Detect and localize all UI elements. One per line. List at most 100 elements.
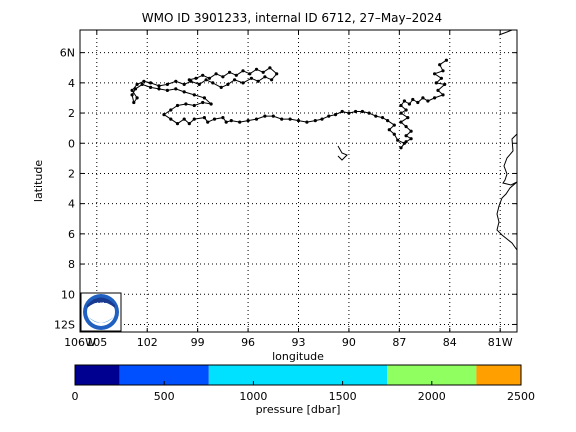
track-point (234, 73, 238, 77)
track-point (204, 78, 208, 82)
chart-title: WMO ID 3901233, internal ID 6712, 27–May… (142, 11, 442, 25)
noaa-logo: NOAA (80, 292, 122, 332)
track-point (392, 123, 396, 127)
track-point (320, 117, 324, 121)
track-point (439, 76, 443, 80)
track-point (404, 125, 408, 129)
colorbar-frame (74, 364, 522, 386)
track-point (140, 82, 144, 86)
track-point (221, 116, 225, 120)
track-point (201, 100, 205, 105)
track-point (441, 93, 445, 97)
track-point (333, 113, 338, 117)
track-point (135, 82, 139, 86)
y-tick-label: 12S (54, 318, 75, 331)
track-point (327, 114, 331, 118)
track-point (387, 128, 391, 132)
track-point (209, 102, 213, 106)
track-point (421, 96, 425, 100)
track-point (392, 132, 396, 136)
track-point (221, 75, 225, 79)
track-point (132, 100, 136, 105)
track-point (187, 122, 191, 126)
track-point (219, 85, 223, 89)
track-point (175, 103, 180, 108)
track-point (411, 97, 415, 102)
y-axis-label: latitude (32, 160, 45, 202)
track-point (157, 87, 161, 91)
colorbar-tick-label: 0 (72, 390, 79, 403)
x-tick-label: 87 (392, 336, 406, 349)
colorbar-tick-label: 2000 (418, 390, 446, 403)
x-tick-label: 90 (342, 336, 356, 349)
track-point (367, 111, 371, 115)
x-tick-label: 106W (64, 336, 96, 349)
map-grid (79, 30, 517, 332)
track-point (399, 111, 403, 115)
x-axis-label: longitude (272, 350, 324, 363)
track-point (246, 119, 250, 123)
colorbar-ticks: 0 500 1000 1500 2000 2500 (72, 381, 535, 403)
track-point (313, 119, 317, 123)
track-point (256, 79, 260, 83)
track-point (182, 117, 186, 121)
track-point (241, 81, 245, 85)
colorbar-bin (75, 365, 120, 385)
track-point (226, 82, 230, 86)
y-tick-label: 2 (68, 167, 75, 180)
y-tick-label: 6N (60, 47, 75, 60)
track-point (271, 114, 275, 118)
track-point (135, 96, 139, 100)
track-point (409, 137, 413, 141)
track-point (436, 88, 440, 92)
track-point (202, 96, 206, 100)
track-point (305, 120, 309, 124)
track-point (275, 72, 279, 76)
track-point (402, 99, 406, 103)
track-point (248, 72, 252, 76)
x-tick-label: 96 (241, 336, 255, 349)
track-point (197, 82, 201, 86)
track-point (340, 109, 344, 114)
track-point (268, 66, 272, 70)
track-point (402, 141, 406, 145)
y-tick-label: 2 (68, 107, 75, 120)
colorbar-bin (208, 365, 298, 385)
track-point (133, 87, 138, 91)
track-point (212, 117, 217, 121)
track-point (174, 87, 178, 91)
track-point (433, 96, 437, 100)
track-point (229, 119, 233, 123)
track-point (149, 81, 153, 85)
track-point (399, 103, 403, 108)
colorbar-bin (298, 365, 388, 385)
track-point (434, 81, 438, 85)
track-point (443, 82, 447, 86)
y-tick-label: 6 (68, 228, 75, 241)
y-tick-label: 4 (68, 77, 75, 90)
track-point (211, 81, 215, 85)
colorbar-bin (387, 365, 477, 385)
track-point (416, 100, 420, 105)
track-point (374, 114, 378, 118)
y-tick-label: 8 (68, 258, 75, 271)
track-point (165, 82, 169, 86)
track-point (270, 78, 274, 82)
track-point (149, 85, 153, 89)
track-point (396, 138, 400, 142)
x-tick-label: 99 (191, 336, 205, 349)
track-point (130, 93, 134, 97)
x-tick-label: 102 (137, 336, 158, 349)
track-point (194, 76, 198, 80)
track-point (433, 72, 437, 76)
x-tick-label: 93 (292, 336, 306, 349)
track-point (296, 119, 301, 123)
track-point (174, 79, 178, 83)
track-point (162, 113, 166, 117)
track-point (263, 75, 267, 79)
track-point (386, 119, 390, 123)
track-point (192, 103, 196, 108)
track-point (407, 102, 411, 106)
